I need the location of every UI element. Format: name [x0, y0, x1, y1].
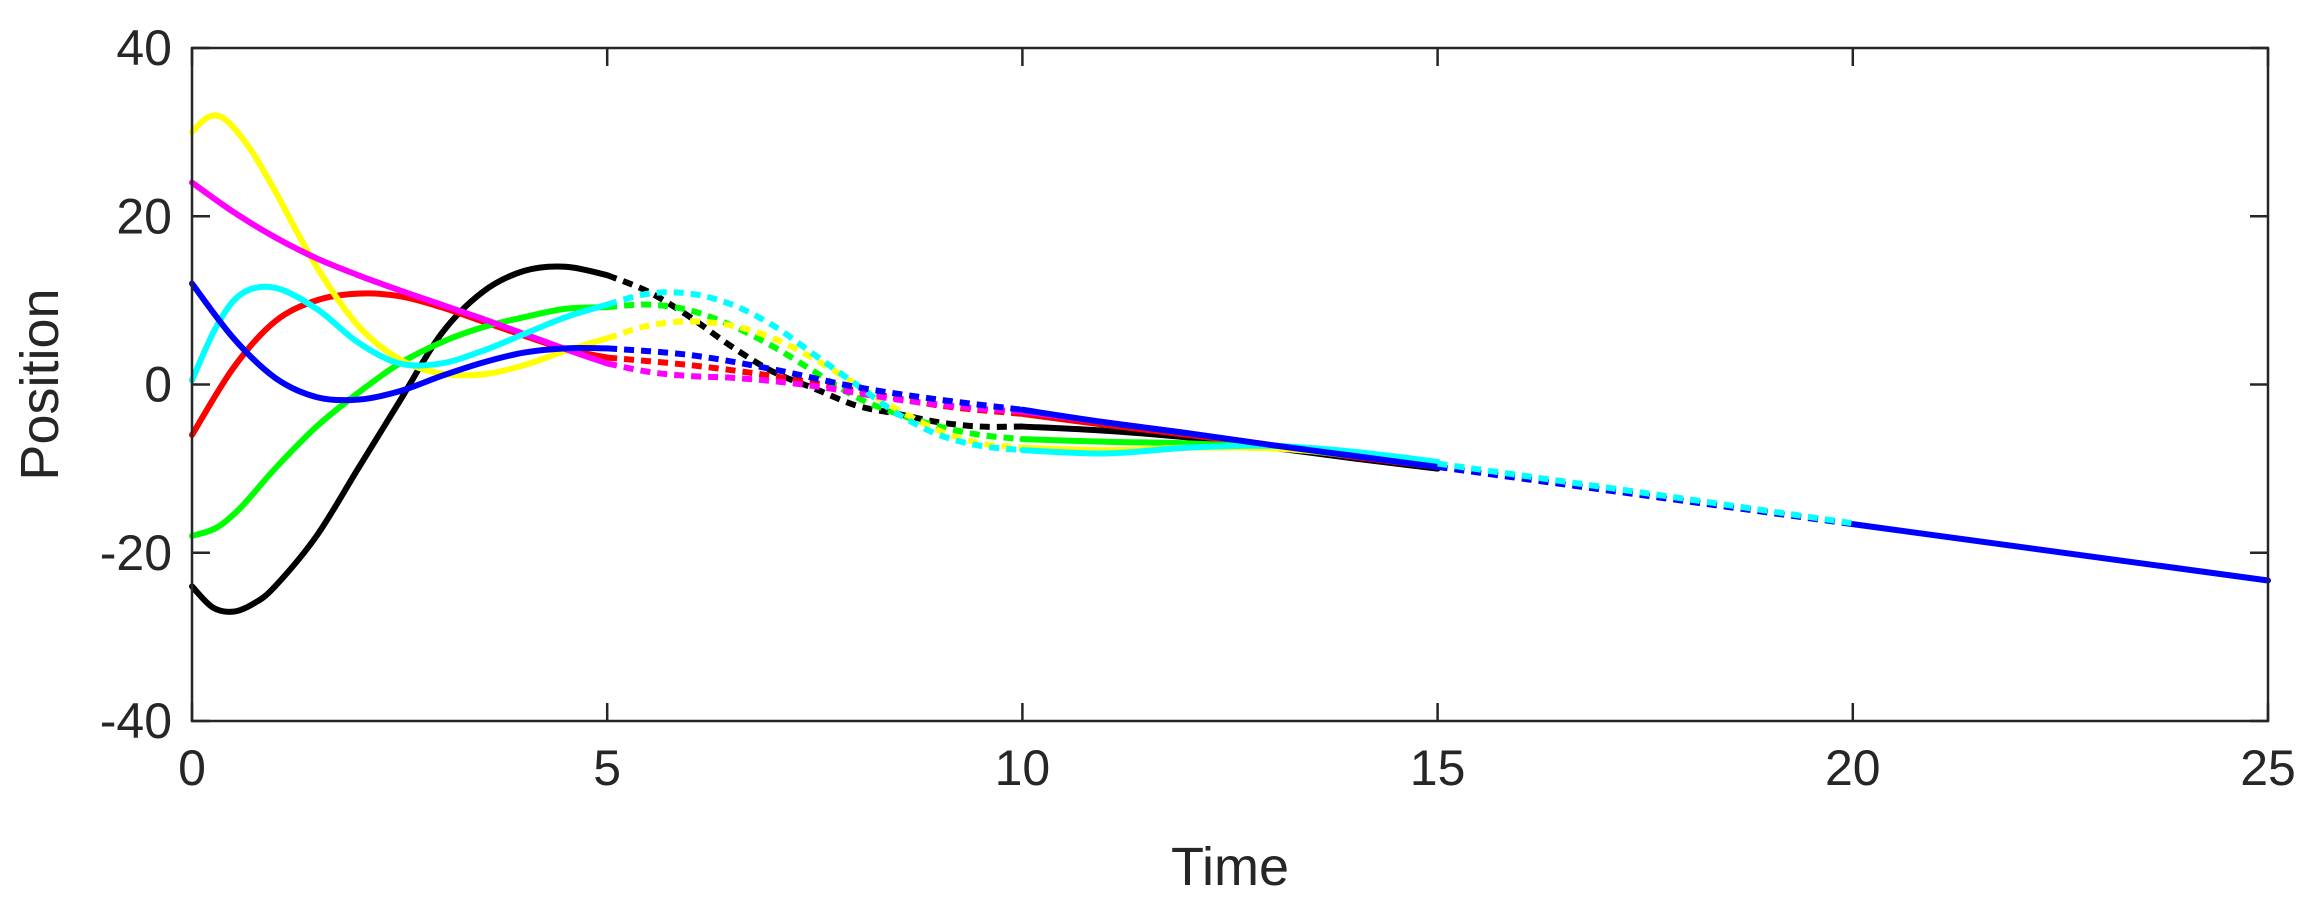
x-tick-label: 25	[2240, 740, 2296, 796]
x-tick-label: 5	[593, 740, 621, 796]
y-tick-label: -20	[100, 525, 172, 581]
series-line-0-solid	[189, 263, 611, 615]
series-line-5-dashed	[606, 289, 1023, 454]
x-tick-label: 20	[1825, 740, 1881, 796]
y-axis-label: Position	[10, 288, 70, 480]
tick-layer: 0 5 10 15 20 25 -40 -20 0 20 40	[100, 20, 2296, 796]
series-line-2-solid	[189, 304, 611, 539]
series-line-2-dashed	[606, 301, 1023, 443]
x-axis-label: Time	[1171, 837, 1289, 897]
series-line-6-solid	[1019, 406, 1441, 470]
series-line-0-dashed	[606, 272, 1023, 430]
y-tick-label: 0	[144, 357, 172, 413]
series-line-6-dashed	[606, 345, 1023, 413]
x-tick-label: 10	[995, 740, 1051, 796]
y-tick-label: 40	[116, 20, 172, 76]
series-line-8-dashed	[1437, 460, 1854, 527]
series-line-7-solid	[1849, 521, 2271, 584]
plot-frame	[190, 46, 2270, 723]
y-tick-label: -40	[100, 693, 172, 749]
series-line-4-dashed	[606, 360, 1023, 415]
series-line-6-solid	[189, 280, 611, 404]
series-line-5-solid	[1019, 442, 1441, 465]
series-layer	[189, 112, 2271, 615]
series-line-4-solid	[189, 179, 611, 367]
x-tick-label: 15	[1410, 740, 1466, 796]
series-line-3-solid	[189, 112, 611, 379]
series-line-3-dashed	[606, 318, 1023, 451]
y-tick-label: 20	[116, 188, 172, 244]
series-line-5-solid	[189, 283, 611, 384]
x-tick-label: 0	[178, 740, 206, 796]
